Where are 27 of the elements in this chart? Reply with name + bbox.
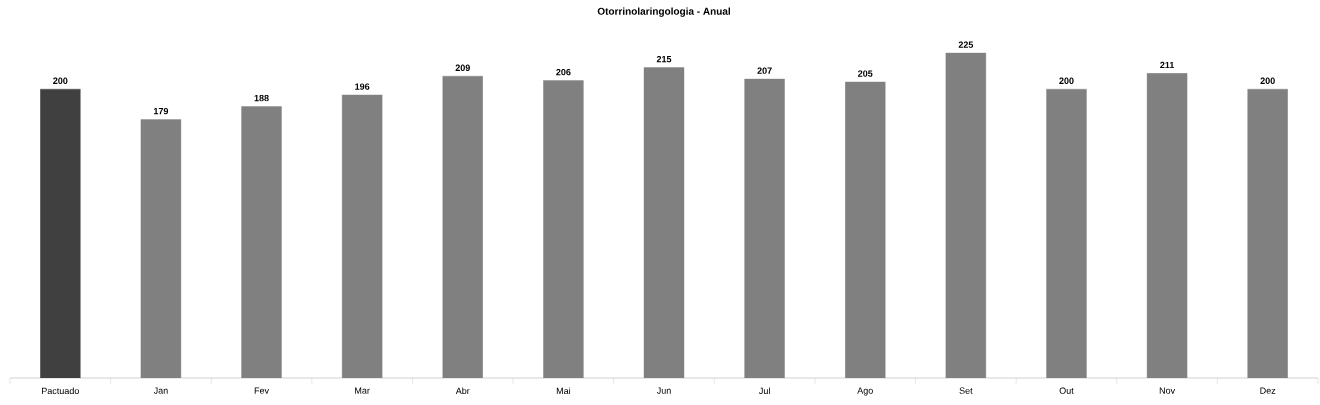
data-label: 207 <box>757 67 772 74</box>
data-label: 200 <box>1059 77 1074 84</box>
x-tick-label: Mai <box>556 387 571 395</box>
data-label: 215 <box>656 55 672 63</box>
x-tick-label: Jul <box>759 387 770 395</box>
x-tick-label: Jun <box>656 387 671 394</box>
x-tick-label: Ago <box>857 387 873 396</box>
chart-title: Otorrinolaringologia - Anual <box>597 7 730 17</box>
data-label: 205 <box>858 70 873 77</box>
data-label: 200 <box>1260 77 1275 84</box>
x-tick-label: Mar <box>355 387 370 394</box>
data-label: 188 <box>254 94 269 102</box>
data-label: 179 <box>153 107 169 115</box>
data-label: 209 <box>455 64 470 71</box>
x-tick-label: Set <box>959 387 973 394</box>
data-label: 225 <box>958 41 974 48</box>
x-tick-label: Pactuado <box>42 387 79 395</box>
x-tick-label: Out <box>1059 387 1074 394</box>
data-label: 200 <box>53 77 68 84</box>
x-tick-label: Fev <box>254 387 270 394</box>
x-tick-label: Jan <box>153 387 168 394</box>
data-label: 211 <box>1160 61 1175 69</box>
data-label: 206 <box>556 68 571 76</box>
data-label: 196 <box>355 83 370 90</box>
x-tick-label: Dez <box>1260 387 1276 394</box>
x-tick-label: Nov <box>1159 387 1176 394</box>
x-tick-label: Abr <box>455 387 470 395</box>
